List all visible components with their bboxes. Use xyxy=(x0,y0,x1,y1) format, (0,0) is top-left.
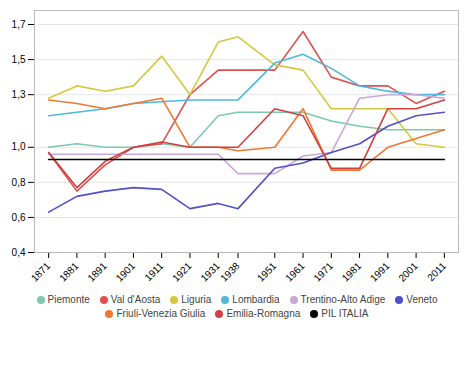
html-text:PIL ITALIA: PIL ITALIA xyxy=(321,308,369,319)
svg-text:1,0: 1,0 xyxy=(12,141,26,152)
html-text:Piemonte: Piemonte xyxy=(47,294,90,305)
svg-text:1971: 1971 xyxy=(311,260,335,284)
svg-text:0,4: 0,4 xyxy=(12,247,26,258)
svg-text:1,5: 1,5 xyxy=(12,54,26,65)
svg-text:0,8: 0,8 xyxy=(12,177,26,188)
svg-text:1931: 1931 xyxy=(198,260,222,284)
html-text:Trentino-Alto Adige: Trentino-Alto Adige xyxy=(300,294,386,305)
svg-text:1991: 1991 xyxy=(368,260,392,284)
svg-text:1,7: 1,7 xyxy=(12,19,26,30)
svg-text:1,3: 1,3 xyxy=(12,89,26,100)
html-text:Liguria: Liguria xyxy=(181,294,212,305)
html-text:Val d'Aosta: Val d'Aosta xyxy=(110,294,161,305)
svg-text:1981: 1981 xyxy=(340,260,364,284)
svg-text:2011: 2011 xyxy=(425,260,448,283)
svg-text:1938: 1938 xyxy=(218,260,242,284)
svg-text:0,6: 0,6 xyxy=(12,212,26,223)
svg-text:1961: 1961 xyxy=(283,260,307,284)
html-text:Lombardia: Lombardia xyxy=(232,294,280,305)
svg-text:1951: 1951 xyxy=(255,260,279,284)
svg-text:1891: 1891 xyxy=(85,260,109,284)
svg-text:1881: 1881 xyxy=(57,260,81,284)
html-text:Emilia-Romagna: Emilia-Romagna xyxy=(226,308,301,319)
html-text:Friuli-Venezia Giulia: Friuli-Venezia Giulia xyxy=(116,308,206,319)
svg-text:1871: 1871 xyxy=(29,260,53,284)
html-text:Veneto: Veneto xyxy=(406,294,438,305)
svg-text:1921: 1921 xyxy=(170,260,194,284)
svg-text:1911: 1911 xyxy=(142,260,165,283)
svg-text:2001: 2001 xyxy=(396,260,420,284)
svg-text:1901: 1901 xyxy=(114,260,138,284)
